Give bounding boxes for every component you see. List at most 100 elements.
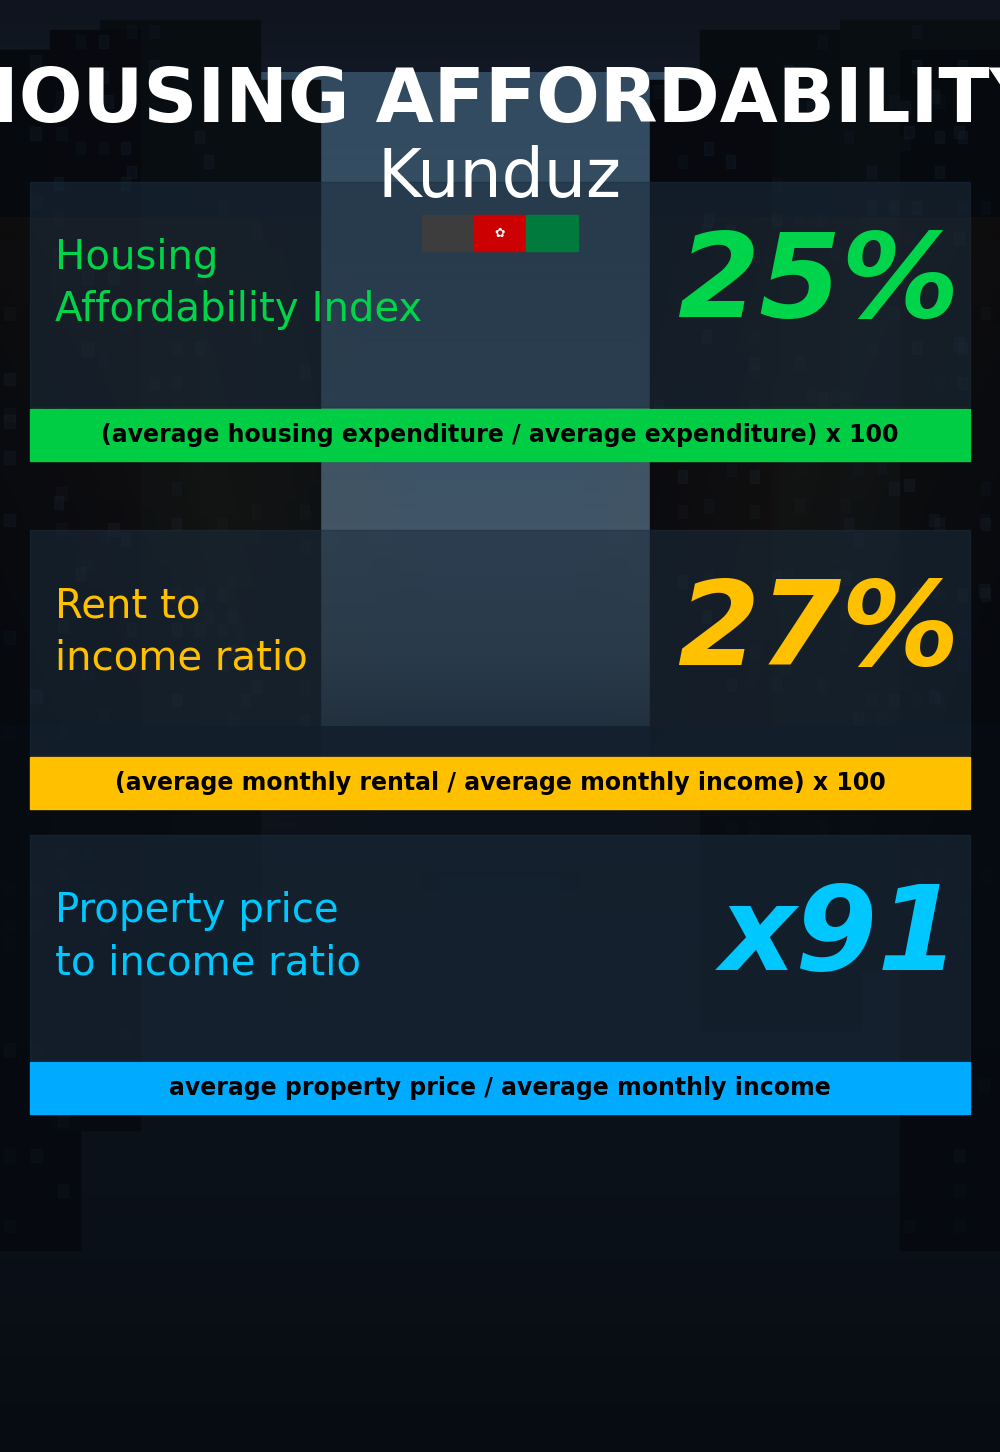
Bar <box>749 786 759 797</box>
Bar <box>172 588 181 601</box>
Bar <box>4 883 15 896</box>
Bar <box>900 49 1000 1250</box>
Bar <box>844 131 853 144</box>
Bar <box>979 514 989 527</box>
Bar <box>830 389 840 402</box>
Bar <box>30 408 970 460</box>
Bar <box>749 357 759 369</box>
Bar <box>172 341 181 354</box>
Bar <box>300 505 309 517</box>
Bar <box>241 939 250 953</box>
Bar <box>772 213 781 227</box>
Bar <box>954 938 964 950</box>
Bar <box>218 729 227 742</box>
Bar <box>252 645 261 658</box>
Bar <box>900 642 910 653</box>
Bar <box>889 694 899 706</box>
Text: HOUSING AFFORDABILITY: HOUSING AFFORDABILITY <box>0 65 1000 138</box>
Bar <box>912 60 921 73</box>
Bar <box>678 575 687 588</box>
Bar <box>54 106 63 119</box>
Bar <box>252 505 261 517</box>
Bar <box>844 799 853 812</box>
Bar <box>935 378 944 389</box>
Bar <box>4 919 15 932</box>
Bar <box>981 482 990 495</box>
Bar <box>31 690 42 703</box>
Bar <box>818 749 827 762</box>
Bar <box>854 533 863 546</box>
Bar <box>981 306 990 319</box>
Bar <box>4 1220 15 1233</box>
Bar <box>954 231 964 244</box>
Bar <box>807 102 816 115</box>
Bar <box>772 428 781 441</box>
Bar <box>218 658 227 671</box>
Bar <box>56 486 67 499</box>
Bar <box>954 1220 964 1233</box>
Bar <box>700 30 860 1029</box>
Bar <box>127 166 136 179</box>
Bar <box>954 1185 964 1196</box>
Bar <box>935 588 944 601</box>
Bar <box>30 883 41 896</box>
Bar <box>929 443 939 456</box>
Bar <box>300 364 309 378</box>
Bar <box>30 1061 970 1114</box>
Text: x91: x91 <box>720 880 960 995</box>
Bar <box>76 603 85 616</box>
Bar <box>840 20 1000 970</box>
Bar <box>108 272 119 285</box>
Bar <box>830 569 840 582</box>
Bar <box>30 182 970 407</box>
Bar <box>958 378 967 389</box>
Bar <box>704 428 713 441</box>
Bar <box>841 392 850 405</box>
Bar <box>935 517 944 530</box>
Bar <box>958 658 967 671</box>
Bar <box>4 415 15 428</box>
Bar <box>30 128 41 139</box>
Bar <box>82 883 93 896</box>
Bar <box>904 902 914 915</box>
Bar <box>30 55 41 68</box>
Bar <box>954 337 964 350</box>
Bar <box>195 131 204 144</box>
Bar <box>0 49 80 1250</box>
Bar <box>958 341 967 354</box>
Bar <box>99 141 108 154</box>
Text: Property price
to income ratio: Property price to income ratio <box>55 892 361 983</box>
Bar <box>958 131 967 144</box>
Bar <box>772 678 781 691</box>
Bar <box>76 568 85 579</box>
Bar <box>900 102 910 115</box>
Bar <box>678 295 687 308</box>
Bar <box>127 799 136 812</box>
Bar <box>252 436 261 447</box>
Bar <box>252 225 261 238</box>
Bar <box>818 820 827 833</box>
Bar <box>678 470 687 482</box>
Bar <box>749 820 759 833</box>
Bar <box>241 835 250 847</box>
Bar <box>58 655 68 668</box>
Bar <box>30 756 970 809</box>
Bar <box>818 857 827 870</box>
Bar <box>867 237 876 248</box>
Bar <box>935 870 944 881</box>
Bar <box>204 436 213 447</box>
Bar <box>750 645 759 658</box>
Bar <box>526 215 578 251</box>
Bar <box>172 378 181 389</box>
Bar <box>654 399 663 412</box>
Bar <box>904 479 914 491</box>
Bar <box>58 408 68 421</box>
Bar <box>422 215 474 251</box>
Bar <box>54 177 63 190</box>
Bar <box>127 306 136 319</box>
Bar <box>935 131 944 144</box>
Bar <box>195 341 204 354</box>
Bar <box>750 505 759 517</box>
Text: (average monthly rental / average monthly income) x 100: (average monthly rental / average monthl… <box>115 771 885 796</box>
Bar <box>912 341 921 354</box>
